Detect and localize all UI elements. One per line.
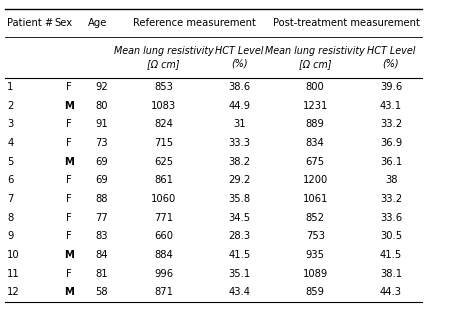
Text: 625: 625: [154, 157, 173, 167]
Text: 84: 84: [96, 250, 108, 260]
Text: M: M: [64, 101, 73, 111]
Text: 36.1: 36.1: [380, 157, 402, 167]
Text: 7: 7: [7, 194, 13, 204]
Text: 3: 3: [7, 119, 13, 129]
Text: 853: 853: [154, 82, 173, 92]
Text: 80: 80: [96, 101, 108, 111]
Text: 73: 73: [96, 138, 108, 148]
Text: 1083: 1083: [151, 101, 176, 111]
Text: 35.1: 35.1: [228, 269, 250, 279]
Text: F: F: [66, 269, 72, 279]
Text: Age: Age: [88, 18, 107, 28]
Text: 81: 81: [96, 269, 108, 279]
Text: 77: 77: [96, 213, 108, 223]
Text: F: F: [66, 194, 72, 204]
Text: 871: 871: [154, 287, 173, 297]
Text: 861: 861: [154, 175, 173, 185]
Text: Reference measurement: Reference measurement: [133, 18, 256, 28]
Text: 69: 69: [96, 157, 108, 167]
Text: 1200: 1200: [302, 175, 328, 185]
Text: 33.3: 33.3: [228, 138, 250, 148]
Text: 44.9: 44.9: [228, 101, 250, 111]
Text: M: M: [64, 250, 73, 260]
Text: 800: 800: [306, 82, 325, 92]
Text: 88: 88: [96, 194, 108, 204]
Text: 69: 69: [96, 175, 108, 185]
Text: HCT Level
(%): HCT Level (%): [367, 46, 415, 69]
Text: HCT Level
(%): HCT Level (%): [215, 46, 264, 69]
Text: 5: 5: [7, 157, 13, 167]
Text: 1089: 1089: [302, 269, 328, 279]
Text: 824: 824: [154, 119, 173, 129]
Text: 935: 935: [306, 250, 325, 260]
Text: F: F: [66, 213, 72, 223]
Text: 9: 9: [7, 231, 13, 241]
Text: 38.2: 38.2: [228, 157, 250, 167]
Text: 996: 996: [154, 269, 173, 279]
Text: 33.2: 33.2: [380, 119, 402, 129]
Text: 852: 852: [306, 213, 325, 223]
Text: 12: 12: [7, 287, 20, 297]
Text: 859: 859: [306, 287, 325, 297]
Text: 10: 10: [7, 250, 20, 260]
Text: Patient #: Patient #: [7, 18, 54, 28]
Text: M: M: [64, 287, 73, 297]
Text: 4: 4: [7, 138, 13, 148]
Text: 29.2: 29.2: [228, 175, 251, 185]
Text: 834: 834: [306, 138, 325, 148]
Text: 43.4: 43.4: [228, 287, 250, 297]
Text: 1061: 1061: [302, 194, 328, 204]
Text: 1231: 1231: [302, 101, 328, 111]
Text: 34.5: 34.5: [228, 213, 250, 223]
Text: 39.6: 39.6: [380, 82, 402, 92]
Text: 38: 38: [385, 175, 397, 185]
Text: 38.1: 38.1: [380, 269, 402, 279]
Text: 1060: 1060: [151, 194, 176, 204]
Text: 28.3: 28.3: [228, 231, 250, 241]
Text: 889: 889: [306, 119, 325, 129]
Text: Post-treatment measurement: Post-treatment measurement: [273, 18, 419, 28]
Text: 8: 8: [7, 213, 13, 223]
Text: 6: 6: [7, 175, 13, 185]
Text: 715: 715: [154, 138, 173, 148]
Text: F: F: [66, 119, 72, 129]
Text: 675: 675: [306, 157, 325, 167]
Text: 83: 83: [96, 231, 108, 241]
Text: 36.9: 36.9: [380, 138, 402, 148]
Text: 33.6: 33.6: [380, 213, 402, 223]
Text: 660: 660: [154, 231, 173, 241]
Text: F: F: [66, 82, 72, 92]
Text: Mean lung resistivity
[Ω cm]: Mean lung resistivity [Ω cm]: [114, 46, 213, 69]
Text: 38.6: 38.6: [228, 82, 250, 92]
Text: 753: 753: [306, 231, 325, 241]
Text: 2: 2: [7, 101, 13, 111]
Text: 33.2: 33.2: [380, 194, 402, 204]
Text: 884: 884: [154, 250, 173, 260]
Text: 35.8: 35.8: [228, 194, 250, 204]
Text: 771: 771: [154, 213, 173, 223]
Text: 41.5: 41.5: [380, 250, 402, 260]
Text: 1: 1: [7, 82, 13, 92]
Text: 43.1: 43.1: [380, 101, 402, 111]
Text: 11: 11: [7, 269, 20, 279]
Text: F: F: [66, 175, 72, 185]
Text: Sex: Sex: [55, 18, 73, 28]
Text: 91: 91: [96, 119, 108, 129]
Text: 41.5: 41.5: [228, 250, 250, 260]
Text: 31: 31: [233, 119, 246, 129]
Text: 92: 92: [96, 82, 108, 92]
Text: F: F: [66, 231, 72, 241]
Text: 58: 58: [96, 287, 108, 297]
Text: M: M: [64, 157, 73, 167]
Text: F: F: [66, 138, 72, 148]
Text: 30.5: 30.5: [380, 231, 402, 241]
Text: 44.3: 44.3: [380, 287, 402, 297]
Text: Mean lung resistivity
[Ω cm]: Mean lung resistivity [Ω cm]: [265, 46, 365, 69]
